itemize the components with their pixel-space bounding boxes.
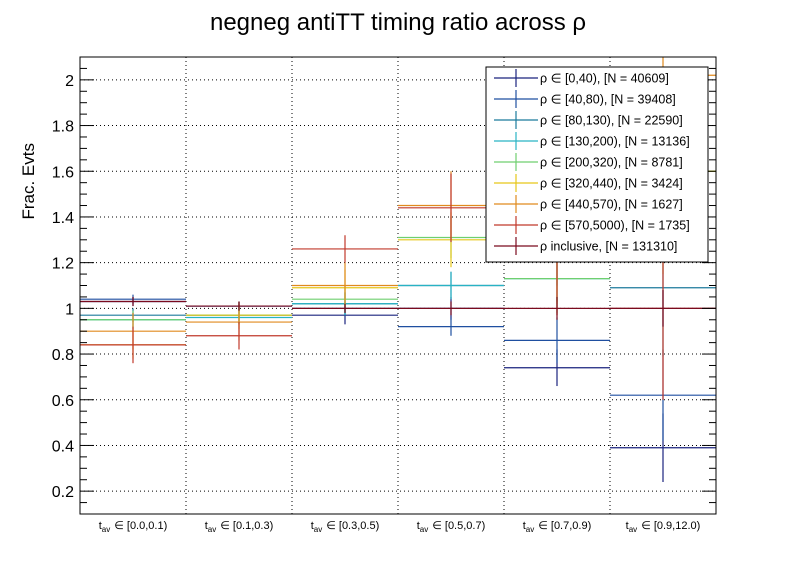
legend-label: ρ ∈ [570,5000), [N = 1735]	[540, 219, 690, 233]
y-tick-label: 2	[65, 73, 74, 90]
x-tick-range: ∈ [0.9,12.0)	[641, 520, 700, 532]
x-tick-range: ∈ [0.5,0.7)	[432, 520, 485, 532]
x-tick-label: tav ∈ [0.5,0.7)	[417, 520, 486, 534]
y-tick-label: 1.2	[52, 256, 74, 273]
legend-label: ρ ∈ [80,130), [N = 22590]	[540, 114, 683, 128]
y-axis-label: Frac. Evts	[19, 143, 38, 220]
x-tick-label: tav ∈ [0.7,0.9)	[523, 520, 592, 534]
x-tick-sub: av	[420, 525, 428, 534]
legend-label: ρ ∈ [320,440), [N = 3424]	[540, 177, 683, 191]
legend-label: ρ ∈ [0,40), [N = 40609]	[540, 72, 669, 86]
x-tick-range: ∈ [0.1,0.3)	[220, 520, 273, 532]
x-tick-var: t	[311, 520, 314, 532]
chart-title: negneg antiTT timing ratio across ρ	[210, 9, 586, 36]
x-tick-label: tav ∈ [0.1,0.3)	[205, 520, 274, 534]
y-tick-label: 0.4	[52, 438, 74, 455]
x-tick-sub: av	[314, 525, 322, 534]
y-tick-label: 1.8	[52, 119, 74, 136]
x-tick-var: t	[99, 520, 102, 532]
x-tick-label: tav ∈ [0.0,0.1)	[99, 520, 168, 534]
y-tick-label: 0.2	[52, 484, 74, 501]
x-tick-var: t	[523, 520, 526, 532]
series-8	[80, 290, 716, 327]
x-tick-label: tav ∈ [0.3,0.5)	[311, 520, 380, 534]
x-tick-var: t	[205, 520, 208, 532]
y-tick-label: 0.8	[52, 347, 74, 364]
x-tick-sub: av	[526, 525, 534, 534]
legend-label: ρ ∈ [130,200), [N = 13136]	[540, 135, 690, 149]
x-tick-sub: av	[102, 525, 110, 534]
legend-label: ρ ∈ [440,570), [N = 1627]	[540, 198, 683, 212]
legend-label: ρ ∈ [200,320), [N = 8781]	[540, 156, 683, 170]
y-tick-label: 0.6	[52, 393, 74, 410]
legend: ρ ∈ [0,40), [N = 40609] ρ ∈ [40,80), [N =…	[485, 66, 709, 263]
x-tick-range: ∈ [0.3,0.5)	[326, 520, 379, 532]
y-tick-label: 1	[65, 301, 74, 318]
legend-label: ρ inclusive, [N = 131310]	[540, 240, 677, 254]
y-tick-label: 1.6	[52, 164, 74, 181]
x-tick-sub: av	[208, 525, 216, 534]
x-tick-label: tav ∈ [0.9,12.0)	[626, 520, 701, 534]
x-tick-range: ∈ [0.7,0.9)	[538, 520, 591, 532]
x-tick-range: ∈ [0.0,0.1)	[114, 520, 167, 532]
legend-label: ρ ∈ [40,80), [N = 39408]	[540, 93, 676, 107]
x-tick-var: t	[626, 520, 629, 532]
y-tick-label: 1.4	[52, 210, 74, 227]
x-tick-sub: av	[629, 525, 637, 534]
x-tick-var: t	[417, 520, 420, 532]
